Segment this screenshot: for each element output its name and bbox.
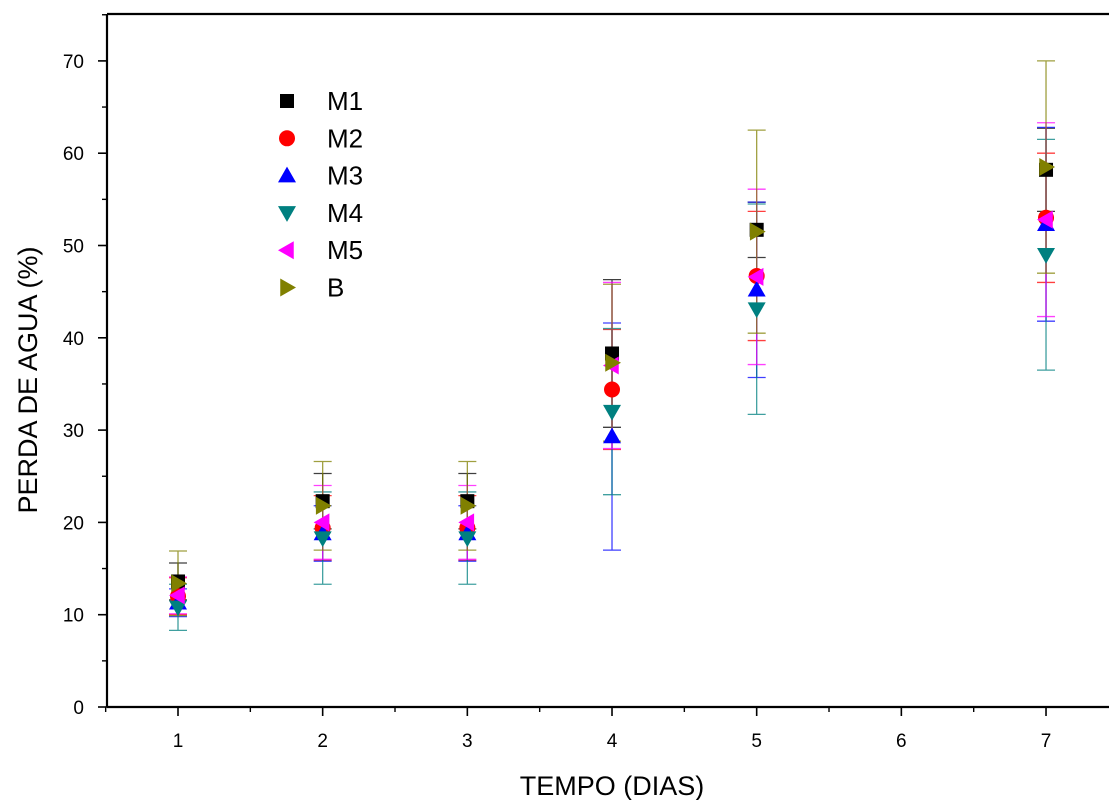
legend-marker-m3 (278, 166, 296, 183)
x-tick-label: 6 (896, 731, 907, 752)
legend-marker-m1 (280, 94, 294, 108)
data-points (169, 158, 1056, 617)
x-tick-label: 7 (1041, 731, 1052, 752)
point-b (749, 222, 766, 241)
point-m4 (747, 302, 766, 319)
y-tick-label: 60 (63, 144, 84, 165)
x-tick-label: 2 (317, 731, 328, 752)
legend-label-m3: M3 (327, 161, 363, 191)
legend: M1 M2 M3 M4 M5 B (278, 86, 363, 303)
y-axis-title: PERDA DE AGUA (%) (13, 246, 43, 513)
point-m2 (604, 381, 621, 398)
point-m5 (313, 513, 330, 532)
x-tick-label: 4 (607, 731, 618, 752)
point-b (1039, 158, 1056, 177)
point-m3 (747, 280, 766, 297)
point-m5 (747, 267, 764, 286)
y-tick-label: 40 (63, 329, 84, 350)
legend-marker-m2 (279, 130, 295, 147)
plot-frame (105, 12, 1109, 709)
point-m3 (603, 427, 622, 444)
point-m4 (1037, 247, 1056, 264)
y-tick-label: 30 (63, 421, 84, 442)
legend-label-m5: M5 (327, 235, 363, 265)
legend-marker-b (280, 278, 296, 297)
y-tick-label: 20 (63, 513, 84, 534)
y-tick-label: 50 (63, 237, 84, 258)
y-tick-label: 10 (63, 606, 84, 627)
point-m4 (169, 600, 187, 617)
point-m5 (458, 513, 475, 532)
y-tick-label: 0 (73, 698, 84, 719)
error-bars (169, 60, 1056, 632)
x-axis-title: TEMPO (DIAS) (520, 771, 705, 800)
legend-label-m1: M1 (327, 86, 363, 116)
legend-label-m4: M4 (327, 198, 363, 228)
legend-label-b: B (327, 273, 344, 303)
y-tick-label: 70 (63, 52, 84, 73)
x-tick-label: 5 (751, 731, 762, 752)
legend-marker-m4 (278, 206, 296, 222)
x-tick-label: 3 (462, 731, 473, 752)
point-m4 (603, 404, 622, 421)
point-m4 (458, 531, 477, 548)
x-tick-label: 1 (173, 731, 184, 752)
legend-marker-m5 (278, 241, 294, 260)
point-b (171, 574, 187, 593)
point-m5 (1037, 210, 1053, 229)
point-m5 (169, 586, 185, 605)
point-b (460, 496, 477, 515)
point-b (315, 496, 332, 515)
point-m4 (313, 531, 332, 548)
legend-label-m2: M2 (327, 123, 363, 153)
point-b (605, 353, 622, 372)
